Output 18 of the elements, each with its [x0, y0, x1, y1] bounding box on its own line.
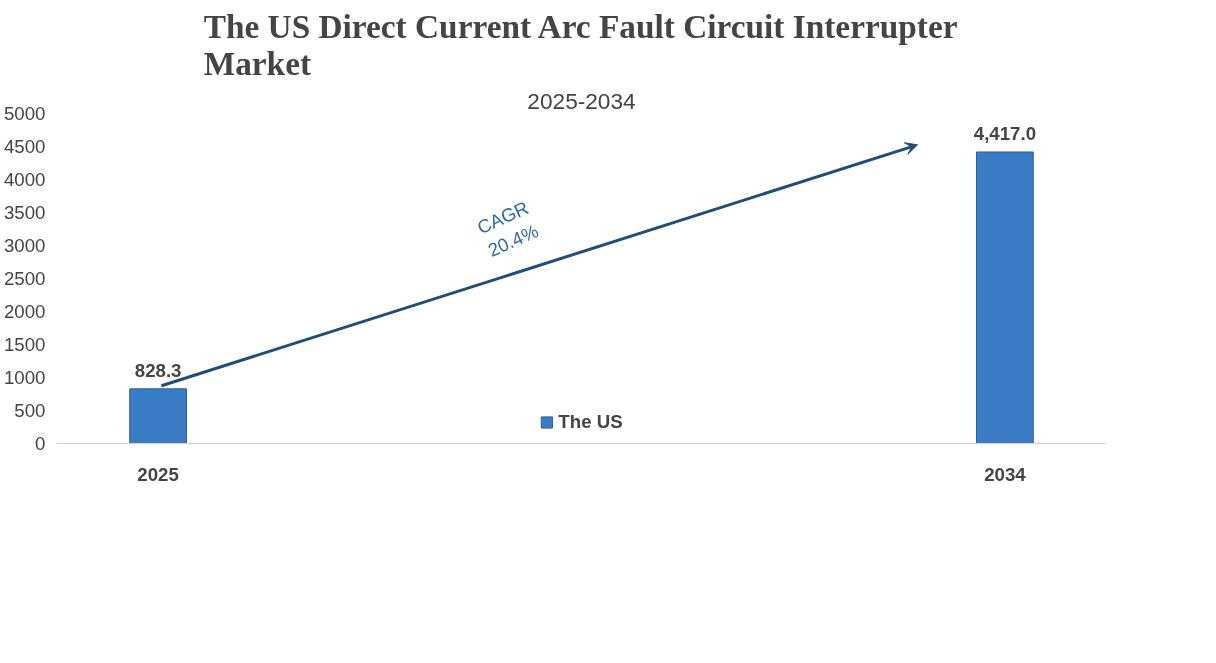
- y-tick-label: 4000: [4, 169, 46, 190]
- chart-subtitle: 2025-2034: [527, 87, 636, 114]
- y-tick-label: 1500: [4, 334, 46, 355]
- legend-label: The US: [558, 411, 623, 433]
- y-tick-label: 5000: [4, 103, 46, 124]
- y-tick-label: 2000: [4, 301, 46, 322]
- y-tick-label: 3500: [4, 202, 46, 223]
- y-tick-label: 500: [14, 400, 46, 421]
- chart-title: The US Direct Current Arc Fault Circuit Interrupter Market: [203, 7, 958, 82]
- y-tick-label: 4500: [4, 136, 46, 157]
- y-tick-label: 0: [35, 433, 46, 454]
- y-tick-label: 3000: [4, 235, 46, 256]
- x-tick-label: 2034: [984, 463, 1027, 485]
- data-label: 828.3: [134, 359, 182, 381]
- data-label: 4,417.0: [973, 122, 1037, 144]
- y-tick-label: 2500: [4, 268, 46, 289]
- y-tick-label: 1000: [4, 367, 46, 388]
- x-tick-label: 2025: [137, 463, 179, 485]
